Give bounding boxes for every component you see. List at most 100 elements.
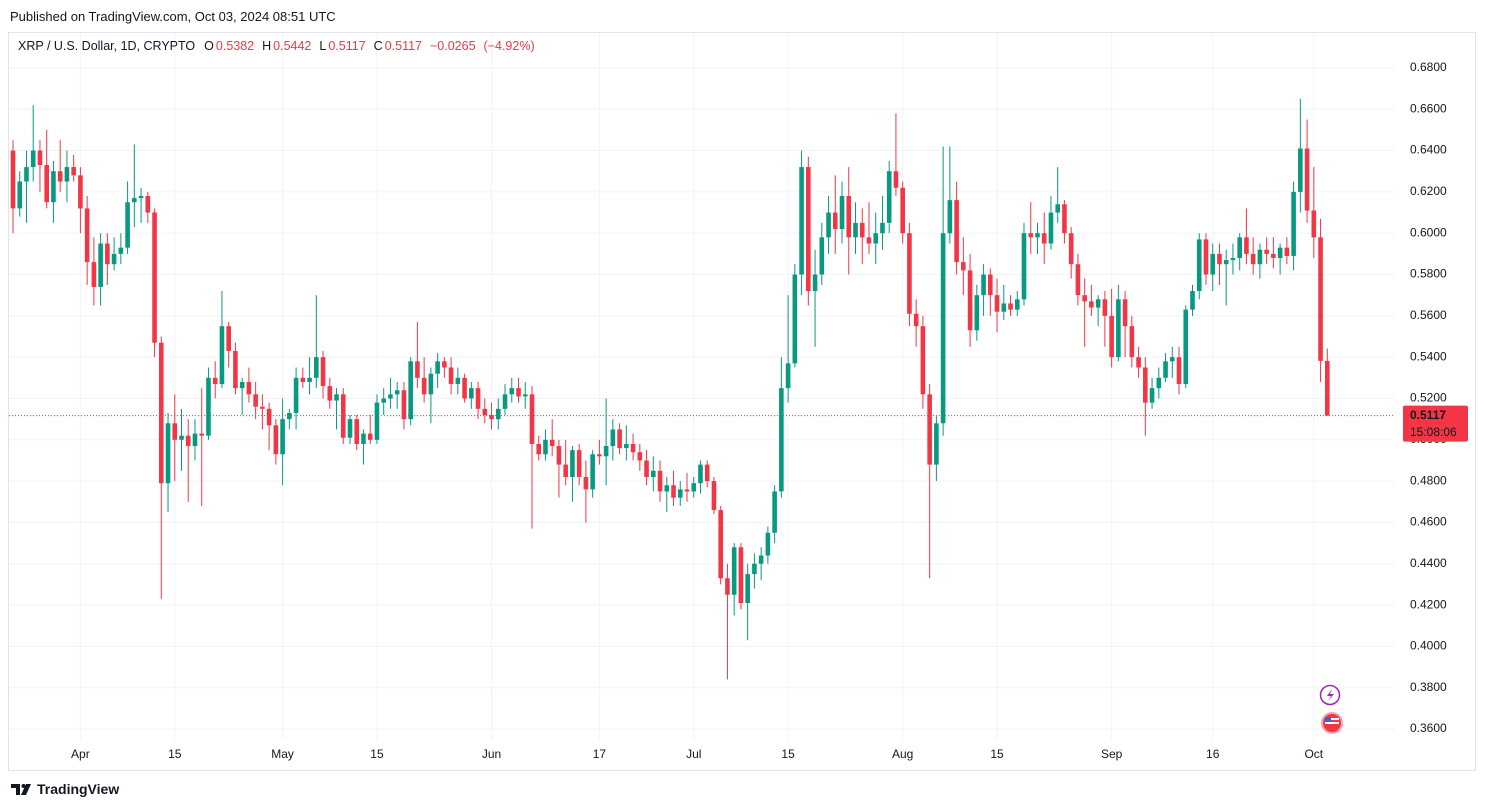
change-percent: (−4.92%) [483, 39, 535, 53]
candle-body [246, 381, 252, 395]
candle-body [886, 171, 892, 223]
candle-body [1109, 315, 1114, 358]
y-tick-label: 0.6800 [1410, 60, 1447, 74]
candle-body [1001, 303, 1007, 312]
last-price-label: 0.5117 [1410, 408, 1446, 422]
published-note: Published on TradingView.com, Oct 03, 20… [10, 9, 336, 24]
candle-body [192, 433, 198, 447]
candle-body [361, 433, 366, 444]
candle-body [300, 377, 306, 382]
candle-body [873, 233, 879, 244]
candle-body [125, 202, 130, 248]
candle-body [859, 222, 865, 238]
candle-body [725, 578, 730, 595]
brand: TradingView [37, 781, 120, 797]
candle-body [819, 237, 825, 275]
axes: 0.3600 0.3800 0.4000 0.4200 0.4400 0.4600 0.48… [71, 60, 1468, 761]
candle-body [853, 222, 858, 238]
icons [1319, 684, 1343, 734]
candles [9, 98, 1395, 680]
candle-body [293, 377, 299, 413]
x-tick-label: Apr [71, 747, 90, 761]
candle-body [651, 470, 656, 477]
candle-body [563, 464, 568, 477]
candle-body [206, 377, 211, 436]
candle-body [314, 357, 319, 378]
candle-body [280, 419, 285, 455]
candle-body [51, 171, 56, 203]
x-tick-label: 15 [781, 747, 795, 761]
y-tick-label: 0.6200 [1410, 184, 1447, 198]
candle-body [731, 547, 737, 595]
flag-stripe [1325, 722, 1339, 724]
candle-body [165, 423, 171, 484]
candle-body [1021, 233, 1027, 300]
candle-body [866, 237, 872, 244]
candle-body [961, 262, 966, 271]
change: −0.0265 [430, 39, 476, 53]
candle-body [138, 196, 144, 199]
candle-body [543, 439, 548, 455]
candle-body [320, 357, 326, 387]
logo-part [21, 784, 26, 788]
candle-body [954, 200, 959, 263]
candle-body [792, 274, 798, 364]
candle-body [98, 243, 103, 287]
candle-body [779, 388, 784, 492]
candle-body [1102, 299, 1108, 316]
candle-body [745, 574, 750, 604]
candle-body [374, 402, 380, 440]
flag-stripe [1325, 718, 1339, 720]
x-tick-label: 15 [370, 747, 384, 761]
candle-body [610, 429, 616, 447]
candle-body [1116, 299, 1121, 358]
candle-body [1169, 357, 1175, 362]
candle-body [421, 377, 427, 395]
candle-body [624, 443, 629, 449]
candle-body [199, 433, 205, 436]
candle-body [1055, 204, 1060, 213]
candle-body [327, 386, 333, 401]
candle-body [219, 326, 225, 385]
candle-body [78, 175, 83, 209]
legend-label: L [319, 39, 327, 53]
candle-body [785, 363, 791, 389]
candle-body [84, 208, 90, 263]
candle-body [226, 326, 231, 351]
legend-label: H [262, 39, 272, 53]
candle-body [522, 394, 528, 397]
candle-body [556, 446, 562, 465]
candle-body [536, 443, 542, 455]
candle-body [1062, 204, 1067, 234]
candle-body [266, 408, 272, 426]
candle-body [91, 262, 97, 287]
candle-body [691, 483, 697, 492]
candle-body [839, 196, 845, 230]
candle-body [442, 361, 447, 368]
candle-body [469, 388, 474, 399]
candle-body [1311, 210, 1317, 238]
candle-body [1095, 299, 1101, 308]
candle-body [118, 247, 124, 254]
logo-part [11, 784, 20, 795]
candle-body [185, 435, 191, 447]
candle-body [893, 171, 899, 188]
candle-body [900, 187, 905, 234]
candle-body [1082, 295, 1087, 302]
candle-body [1176, 357, 1182, 385]
candle-body [158, 342, 164, 484]
candle-body [758, 555, 764, 564]
candle-body [37, 150, 43, 166]
x-tick-label: Jul [686, 747, 701, 761]
candle-body [684, 489, 690, 492]
candle-body [388, 394, 393, 399]
candle-body [30, 150, 36, 168]
candle-body [448, 367, 454, 385]
event-icon-glyph [1327, 689, 1334, 701]
countdown-label: 15:08:06 [1410, 425, 1457, 439]
legend-value: 0.5382 [215, 39, 255, 53]
candle-body [1190, 291, 1195, 310]
candle-body [826, 212, 831, 238]
y-tick-label: 0.5800 [1410, 267, 1447, 281]
candle-body [913, 313, 919, 327]
